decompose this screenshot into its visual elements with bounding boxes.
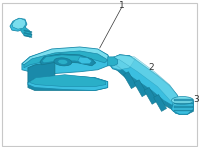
Polygon shape bbox=[22, 47, 110, 65]
Ellipse shape bbox=[172, 96, 193, 104]
Polygon shape bbox=[174, 106, 193, 108]
Polygon shape bbox=[21, 26, 32, 37]
Polygon shape bbox=[22, 48, 110, 74]
Text: 2: 2 bbox=[149, 63, 154, 72]
Polygon shape bbox=[172, 97, 193, 114]
Polygon shape bbox=[174, 110, 193, 111]
Ellipse shape bbox=[58, 59, 68, 64]
Polygon shape bbox=[174, 103, 182, 114]
Polygon shape bbox=[110, 63, 176, 110]
Text: 1: 1 bbox=[119, 1, 125, 10]
Polygon shape bbox=[28, 76, 108, 91]
Polygon shape bbox=[78, 57, 92, 64]
Polygon shape bbox=[42, 55, 90, 63]
Polygon shape bbox=[10, 18, 27, 31]
Polygon shape bbox=[28, 76, 108, 91]
Polygon shape bbox=[24, 32, 32, 35]
Polygon shape bbox=[24, 35, 32, 38]
Polygon shape bbox=[24, 51, 108, 68]
Polygon shape bbox=[12, 18, 26, 29]
Polygon shape bbox=[108, 57, 118, 66]
Polygon shape bbox=[174, 103, 193, 104]
Polygon shape bbox=[123, 72, 136, 89]
Polygon shape bbox=[40, 54, 96, 66]
Polygon shape bbox=[174, 100, 193, 101]
Polygon shape bbox=[113, 55, 180, 105]
Polygon shape bbox=[154, 95, 167, 111]
Polygon shape bbox=[110, 55, 136, 71]
Ellipse shape bbox=[54, 58, 72, 66]
Polygon shape bbox=[28, 62, 55, 83]
Text: 3: 3 bbox=[194, 95, 199, 104]
Polygon shape bbox=[30, 75, 106, 87]
Polygon shape bbox=[111, 55, 135, 70]
Polygon shape bbox=[144, 87, 157, 104]
Polygon shape bbox=[134, 80, 147, 97]
Polygon shape bbox=[24, 30, 32, 33]
Polygon shape bbox=[113, 55, 180, 107]
Polygon shape bbox=[174, 109, 193, 114]
